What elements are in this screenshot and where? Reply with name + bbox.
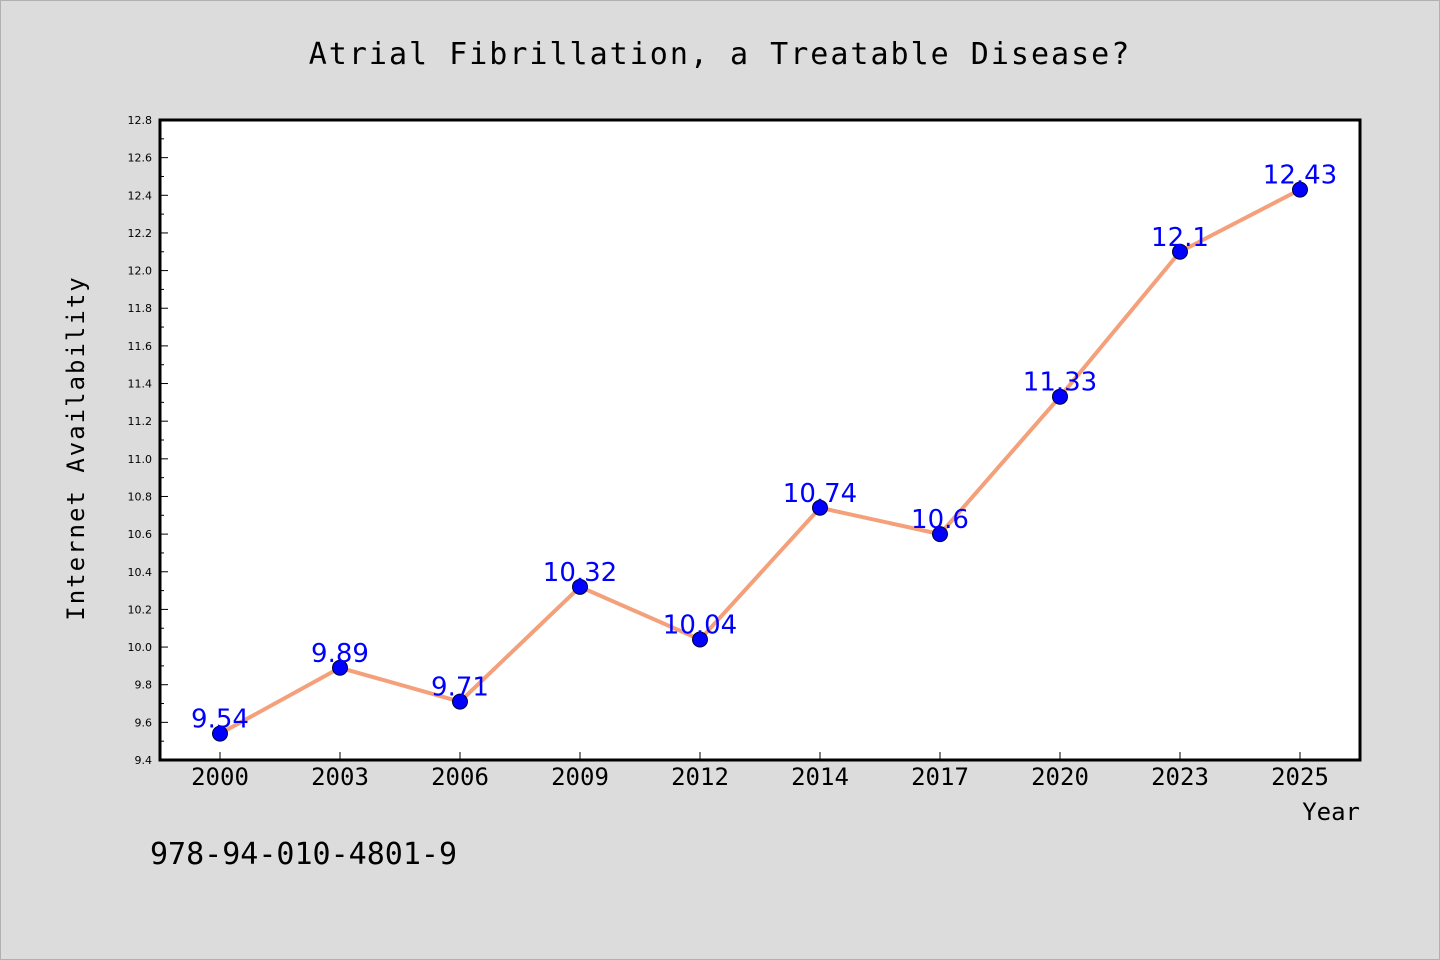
x-tick-label: 2000 [191,763,249,791]
data-label: 10.6 [911,505,969,535]
y-axis-label: Internet Availability [62,275,90,620]
markers-group [212,181,1308,742]
x-tick-label: 2023 [1151,763,1209,791]
series-line-group [219,187,1301,736]
y-tick-label: 12.6 [128,152,153,165]
y-tick-label: 12.0 [128,265,153,278]
x-tick-label: 2012 [671,763,729,791]
y-tick-label: 10.6 [128,528,153,541]
x-tick-label: 2017 [911,763,969,791]
y-tick-label: 9.8 [135,679,153,692]
y-axis: 9.4 9.6 9.8 10.0 10.2 10.4 10.6 10.8 11.0 11.2 11.… [128,114,168,767]
data-point-marker [932,526,948,543]
y-tick-label: 11.0 [128,453,153,466]
x-tick-label: 2020 [1031,763,1089,791]
data-point-marker [692,631,708,648]
y-tick-label: 9.4 [135,754,153,767]
data-label: 10.04 [663,611,737,641]
data-point-marker [1292,181,1308,198]
data-label: 9.71 [431,673,489,703]
y-tick-label: 10.0 [128,641,153,654]
y-tick-label: 10.4 [128,566,153,579]
data-label: 9.54 [191,705,249,735]
x-axis-label: Year [1302,798,1360,826]
y-tick-label: 10.2 [128,603,153,616]
data-label: 9.89 [311,639,369,669]
series-line [219,187,1301,736]
data-point-marker [212,725,228,742]
plot-area [158,118,1362,762]
data-label: 11.33 [1023,368,1097,398]
data-point-marker [452,693,468,710]
x-tick-label: 2006 [431,763,489,791]
data-point-marker [812,499,828,516]
y-tick-label: 11.4 [128,378,153,391]
x-tick-label: 2003 [311,763,369,791]
data-point-marker [572,578,588,595]
x-axis: 2000 2003 2006 2009 2012 2014 2017 2020 2023 2025 [191,752,1329,791]
y-tick-label: 12.4 [128,189,153,202]
y-tick-label: 12.2 [128,227,153,240]
data-label: 10.74 [783,479,857,509]
x-tick-label: 2014 [791,763,849,791]
data-label: 12.1 [1151,223,1209,253]
chart-title: Atrial Fibrillation, a Treatable Disease… [309,37,1132,72]
data-label: 12.43 [1263,161,1337,191]
y-tick-label: 10.8 [128,490,153,503]
y-tick-label: 9.6 [135,716,153,729]
x-tick-label: 2025 [1271,763,1329,791]
y-tick-label: 11.8 [128,302,153,315]
data-point-marker [1052,388,1068,405]
data-point-marker [332,659,348,676]
data-labels-group: 9.54 9.89 9.71 10.32 10.04 10.74 10.6 11.33 12.1… [191,161,1337,735]
data-point-marker [1172,243,1188,260]
footer-isbn: 978-94-010-4801-9 [150,837,457,872]
y-tick-label: 11.2 [128,415,153,428]
y-tick-label: 11.6 [128,340,153,353]
x-tick-label: 2009 [551,763,609,791]
y-tick-label: 12.8 [128,114,153,127]
data-label: 10.32 [543,558,617,588]
